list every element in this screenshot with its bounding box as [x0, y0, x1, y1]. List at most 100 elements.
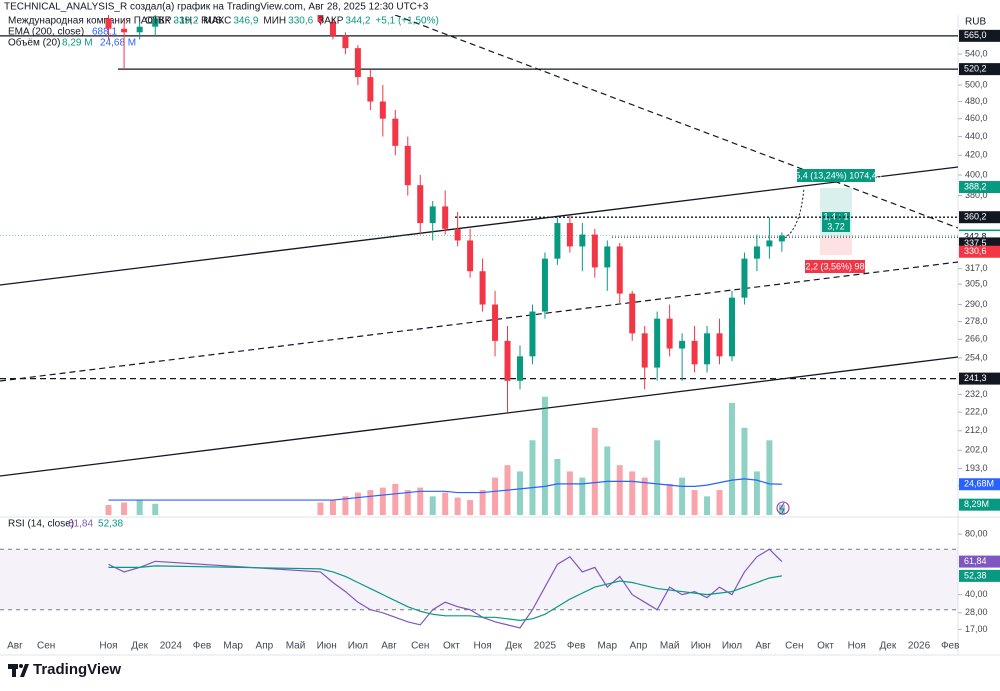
- volume-bar: [766, 440, 773, 515]
- rsi-tick-label: 17,00: [965, 624, 988, 634]
- rsi-tag-bg: [959, 555, 1000, 568]
- x-tick-label: Июн: [691, 641, 711, 652]
- candle-body: [691, 340, 698, 365]
- x-tick-label: Фев: [193, 641, 211, 652]
- volume-bar: [379, 487, 386, 515]
- volume-bar: [392, 483, 399, 515]
- price-tag-bg: [959, 181, 1000, 194]
- ema-legend: EMA (200, close): [8, 27, 84, 38]
- y-tick-label: 254,0: [965, 352, 988, 362]
- volume-bar: [454, 497, 461, 515]
- x-tick-label: Фев: [941, 641, 959, 652]
- volume-bar: [654, 440, 661, 515]
- y-tick-label: 420,0: [965, 150, 988, 160]
- candle-body: [442, 206, 449, 229]
- rsi-tick-label: 40,00: [965, 589, 988, 599]
- volume-bar: [354, 492, 361, 515]
- volume-bar: [641, 477, 648, 515]
- rsi-line: [108, 548, 783, 629]
- attribution: TECHNICAL_ANALYSIS_R создал(а) график на…: [4, 1, 429, 13]
- candle-body: [778, 235, 785, 242]
- y-tick-label: 193,0: [965, 463, 988, 473]
- volume-bar: [629, 471, 636, 515]
- rsi-tick-label: 80,00: [965, 528, 988, 538]
- x-tick-label: Авг: [381, 641, 397, 652]
- price-tag: 330,6: [964, 246, 987, 256]
- x-tick-label: 2024: [160, 641, 183, 652]
- trend-line-dashed: [394, 15, 958, 229]
- rsi-tick-label: 28,00: [965, 607, 988, 617]
- price-tag: 337,5: [964, 238, 987, 248]
- event-icon-bolt: [779, 502, 785, 514]
- trend-line: [0, 356, 958, 477]
- candle-body: [479, 271, 486, 305]
- candle-body: [541, 258, 548, 312]
- rsi-band: [0, 549, 958, 610]
- candle-body: [379, 101, 386, 119]
- y-tick-label: 266,0: [965, 334, 988, 344]
- volume-bar: [152, 503, 159, 515]
- candle-body: [566, 223, 573, 247]
- volume-ma-value: 24,68 M: [100, 38, 136, 49]
- x-tick-label: Авг: [7, 641, 23, 652]
- volume-bar: [121, 502, 128, 515]
- price-tag: 388,2: [964, 181, 987, 191]
- rsi-tag: 61,84: [964, 556, 987, 566]
- y-tick-label: 440,0: [965, 131, 988, 141]
- candle-body: [404, 145, 411, 186]
- volume-bar: [342, 496, 349, 515]
- x-tick-label: Сен: [411, 641, 429, 652]
- y-tick-label: 400,0: [965, 169, 988, 179]
- volume-bar: [136, 500, 143, 515]
- volume-bar: [529, 440, 536, 515]
- y-tick-label: 540,0: [965, 48, 988, 58]
- brand-name: TradingView: [33, 661, 121, 678]
- volume-bar: [716, 490, 723, 515]
- volume-bar: [404, 490, 411, 515]
- volume-bar: [367, 490, 374, 515]
- candle-body: [704, 333, 711, 365]
- brand-logo: [8, 664, 29, 677]
- level-tag: 241,3: [964, 373, 987, 383]
- candle-body: [152, 18, 159, 27]
- y-tick-label: 460,0: [965, 113, 988, 123]
- volume-bar: [317, 502, 324, 515]
- legend-name: ЗАКР: [318, 16, 344, 27]
- y-tick-label: 212,0: [965, 425, 988, 435]
- candle-body: [417, 185, 424, 224]
- candle-body: [629, 293, 636, 334]
- symbol-title: Международная компания ПАО ВК · 1Н · RUS: [8, 16, 222, 27]
- y-tick-label: 202,0: [965, 445, 988, 455]
- candle-body: [604, 246, 611, 268]
- y-tick-label: 480,0: [965, 96, 988, 106]
- candle-body: [679, 340, 686, 349]
- volume-bar: [704, 496, 711, 515]
- candle-body: [766, 240, 773, 247]
- volume-bar: [442, 492, 449, 515]
- x-tick-label: Июл: [722, 641, 742, 652]
- volume-bar: [753, 471, 760, 515]
- target-box: [797, 169, 875, 182]
- price-tag: 342,8: [964, 232, 987, 242]
- legend-name: ОТКР: [145, 16, 172, 27]
- rsi-tag: 52,38: [964, 570, 987, 580]
- volume-bar: [616, 465, 623, 515]
- volume-legend: Объём (20): [8, 37, 60, 49]
- candle-body: [454, 228, 461, 241]
- x-tick-label: Ноя: [473, 641, 491, 652]
- event-icon[interactable]: [776, 501, 790, 515]
- volume-tag: 24,68M: [964, 479, 994, 489]
- candle-body: [529, 311, 536, 357]
- price-pane: [0, 15, 958, 413]
- x-tick-label: Мар: [223, 641, 243, 652]
- x-tick-label: Окт: [443, 641, 460, 652]
- volume-bar: [417, 487, 424, 515]
- x-tick-label: Авг: [755, 641, 771, 652]
- volume-bar: [554, 458, 561, 515]
- x-tick-label: Май: [660, 641, 680, 652]
- level-tag-bg: [959, 211, 1000, 224]
- y-tick-label: 232,0: [965, 389, 988, 399]
- price-tag-bg: [959, 245, 1000, 258]
- volume-bar: [467, 500, 474, 515]
